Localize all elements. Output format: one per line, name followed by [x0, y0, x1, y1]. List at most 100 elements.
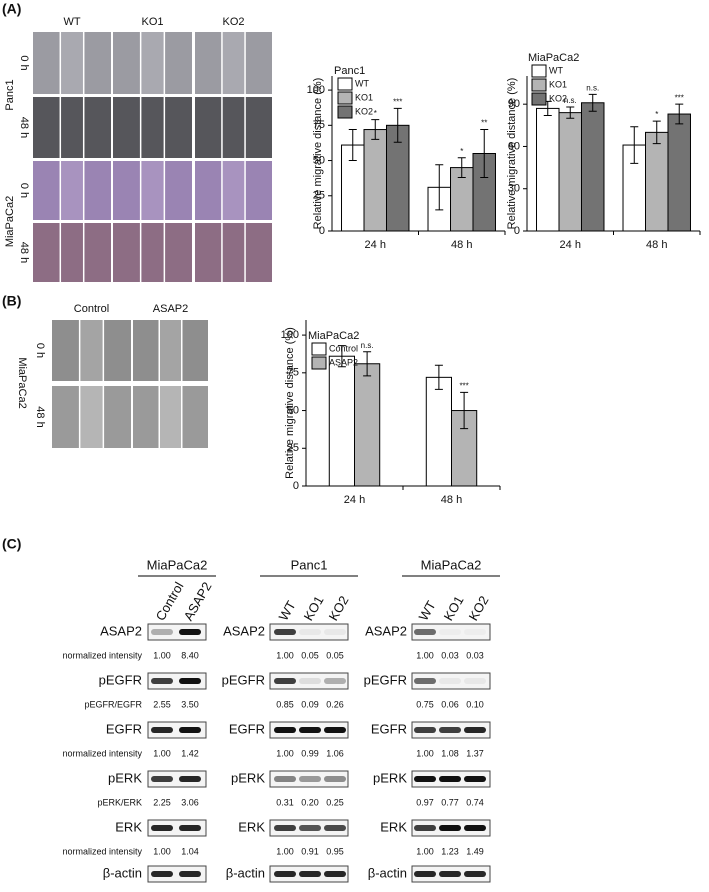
significance-label: **: [481, 119, 487, 128]
legend-label: KO1: [355, 92, 373, 102]
quant-label: normalized intensity: [62, 846, 142, 856]
error-bar: [337, 345, 346, 368]
band: [414, 825, 436, 831]
band: [299, 629, 321, 635]
y-axis-label: Relative migrative distance (%): [312, 78, 324, 230]
legend-title: Panc1: [334, 65, 365, 77]
quant-value: 2.55: [153, 699, 171, 709]
blot-frame: [411, 672, 491, 690]
band: [324, 825, 346, 831]
wound-gap: [60, 161, 84, 220]
protein-label: ERK: [238, 819, 265, 834]
error-bar: [435, 164, 444, 211]
legend-label: Control: [329, 343, 358, 353]
quant-value: 1.00: [276, 650, 294, 660]
wound-gap: [79, 320, 104, 381]
column-label: Control: [74, 303, 109, 315]
protein-label: pEGFR: [364, 672, 407, 687]
blot-frame: [147, 721, 207, 739]
bar: [536, 107, 560, 232]
lane-label: KO2: [466, 593, 492, 623]
lane-label: ASAP2: [181, 579, 215, 623]
band: [179, 727, 201, 733]
x-tick-label: 24 h: [344, 494, 365, 506]
bar: [645, 131, 669, 232]
error-bar: [363, 351, 372, 377]
quant-value: 0.03: [441, 650, 459, 660]
band: [439, 776, 461, 782]
quant-value: 1.00: [416, 846, 434, 856]
quant-value: 0.95: [326, 846, 344, 856]
quant-value: 0.05: [301, 650, 319, 660]
band: [274, 825, 296, 831]
quant-label: normalized intensity: [62, 650, 142, 660]
quant-value: 1.00: [153, 748, 171, 758]
quant-value: 1.23: [441, 846, 459, 856]
legend-label: WT: [355, 78, 369, 88]
band: [179, 871, 201, 877]
band: [439, 727, 461, 733]
blot-frame: [147, 865, 207, 883]
y-tick-label: 0: [514, 225, 520, 237]
protein-label: EGFR: [371, 721, 407, 736]
quant-value: 1.37: [466, 748, 484, 758]
band: [179, 678, 201, 684]
y-tick-label: 75: [313, 119, 325, 131]
quant-value: 1.00: [276, 748, 294, 758]
wound-gap: [221, 161, 246, 220]
x-tick-label: 48 h: [646, 239, 667, 251]
quant-value: 0.20: [301, 797, 319, 807]
error-bar: [457, 157, 466, 178]
band: [151, 825, 173, 831]
bar: [580, 102, 605, 232]
quant-value: 0.85: [276, 699, 294, 709]
quant-value: 0.25: [326, 797, 344, 807]
blot-frame: [147, 672, 207, 690]
band: [299, 727, 321, 733]
column-label: KO2: [222, 16, 244, 28]
significance-label: n.s.: [586, 83, 599, 92]
band: [414, 629, 436, 635]
protein-label: pERK: [373, 770, 407, 785]
band: [439, 629, 461, 635]
quant-label: pERK/ERK: [97, 797, 142, 807]
y-tick-label: 60: [508, 140, 520, 152]
y-tick-label: 30: [508, 183, 520, 195]
significance-label: *: [655, 110, 658, 119]
column-label: ASAP2: [153, 303, 188, 315]
band: [151, 871, 173, 877]
time-label: 48 h: [18, 242, 30, 263]
quant-value: 0.03: [466, 650, 484, 660]
bar: [354, 363, 381, 487]
band: [324, 629, 346, 635]
error-bar: [630, 126, 639, 164]
legend-swatch: [311, 342, 327, 356]
protein-label: β-actin: [368, 865, 407, 880]
y-tick-label: 0: [293, 480, 299, 492]
quant-value: 0.75: [416, 699, 434, 709]
protein-label: pEGFR: [99, 672, 142, 687]
micrograph: [195, 223, 272, 282]
band: [464, 825, 486, 831]
time-label: 0 h: [18, 55, 30, 70]
band: [274, 678, 296, 684]
y-tick-label: 0: [319, 225, 325, 237]
band: [274, 776, 296, 782]
wound-gap: [60, 32, 84, 94]
quant-value: 0.09: [301, 699, 319, 709]
column-label: WT: [63, 16, 80, 28]
blot-frame: [269, 623, 349, 641]
protein-label: ASAP2: [365, 623, 407, 638]
protein-label: β-actin: [226, 865, 265, 880]
band: [324, 871, 346, 877]
y-tick-label: 50: [313, 154, 325, 166]
quant-value: 2.25: [153, 797, 171, 807]
band: [151, 776, 173, 782]
quant-value: 1.00: [416, 748, 434, 758]
wound-gap: [79, 386, 104, 448]
lane-label: WT: [416, 598, 439, 623]
error-bar: [652, 120, 661, 145]
y-tick-label: 100: [281, 329, 299, 341]
significance-label: n.s.: [564, 96, 577, 105]
band: [151, 629, 173, 635]
